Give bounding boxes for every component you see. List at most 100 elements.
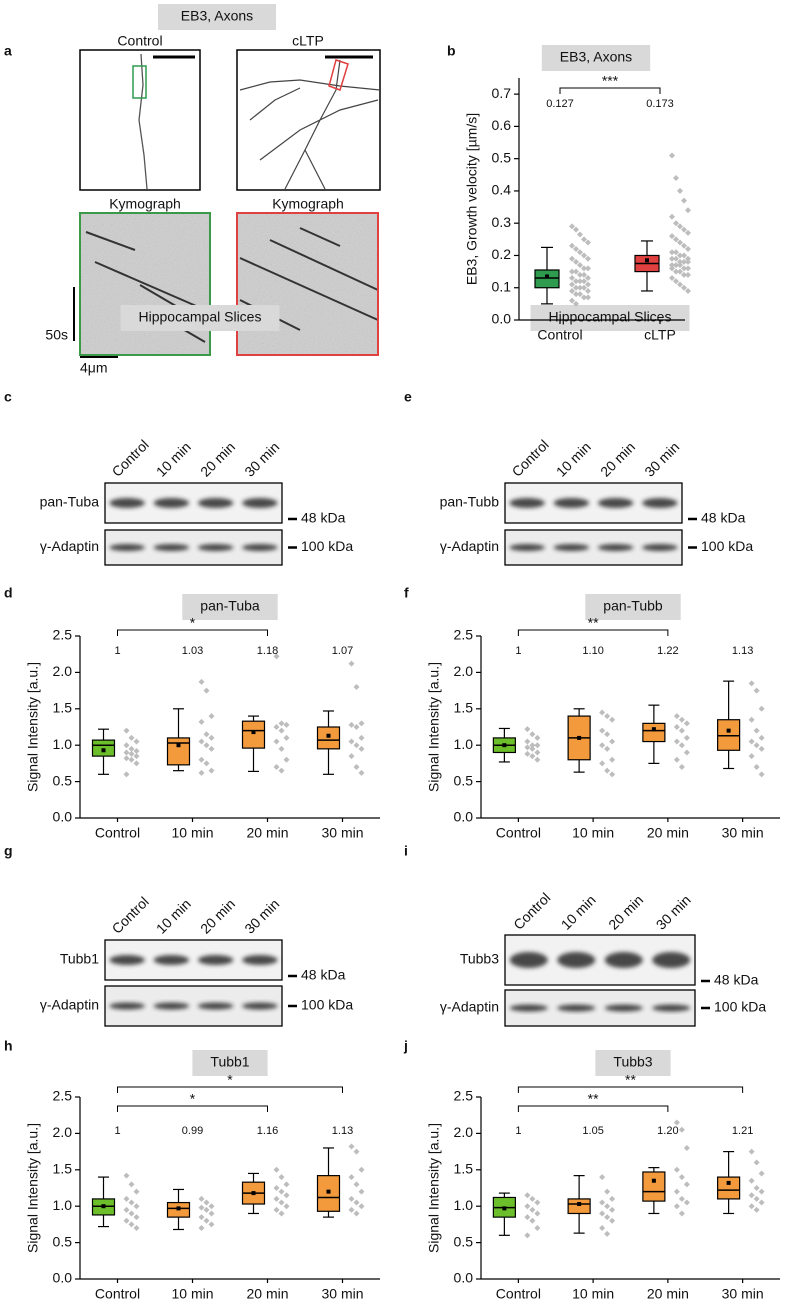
data-point [681,226,687,233]
blot-band [642,544,678,551]
data-point [273,1195,280,1202]
y-tick-label: 0.2 [492,246,512,262]
significance-bracket [517,1105,669,1112]
y-tick-label: 0.5 [492,149,512,165]
data-point [748,716,755,723]
data-point [599,709,606,716]
data-point [604,1230,611,1237]
y-tick-label: 0.0 [454,809,474,825]
panel-letter: d [4,585,13,601]
data-point [208,1210,215,1217]
data-point [198,756,205,763]
data-point [577,291,583,298]
mean [651,727,656,732]
blot-band [509,1004,548,1012]
roi-box [132,65,147,99]
data-point [524,1192,531,1199]
data-point [681,284,687,291]
data-point [673,255,679,262]
kymograph-noise [237,213,378,355]
significance-bracket [517,629,669,636]
data-point [278,720,285,727]
blot-band [652,1004,691,1012]
blot-band [242,955,278,965]
lane-label: 10 min [153,439,194,480]
data-point [577,284,583,291]
y-tick-label: 1.0 [454,1197,474,1213]
data-point [753,1195,760,1202]
data-point [278,767,285,774]
header-box [541,45,651,71]
row-label: pan-Tubb [440,494,500,510]
blot-frame [104,985,283,1027]
data-point [604,767,611,774]
data-point [273,738,280,745]
blot-band [553,544,590,551]
data-point [348,1174,355,1181]
y-tick-label: 0.0 [53,1270,73,1286]
data-point [683,749,690,756]
data-point [203,1206,210,1213]
data-point [569,287,575,294]
data-point [198,718,205,725]
significance-label: *** [602,73,619,89]
panel-letter: e [404,389,412,405]
mean [577,735,582,740]
group-label: 0.127 [546,98,574,110]
data-point [677,187,683,194]
blot-frame [504,934,696,986]
data-point [678,1126,685,1133]
data-point [609,756,616,763]
data-point [273,1166,280,1173]
data-point [748,753,755,760]
data-point [685,265,691,272]
box [316,726,341,750]
data-point [677,223,683,230]
data-point [758,1170,765,1177]
data-point [685,258,691,265]
group-label: 1.05 [582,1125,603,1137]
data-point [198,769,205,776]
data-point [677,262,683,269]
y-tick-label: 1.5 [454,700,474,716]
scale-label: 4μm [80,360,108,376]
x-tick-label: 10 min [572,825,614,841]
data-point [683,1181,690,1188]
data-point [581,265,587,272]
lane-label: 10 min [153,896,194,937]
data-point [573,278,579,285]
data-point [681,197,687,204]
data-point [358,1203,365,1210]
data-point [758,1199,765,1206]
y-axis-label: Signal Intensity [a.u.] [426,1123,442,1253]
data-point [128,1181,135,1188]
blot-band [553,498,590,508]
x-tick-label: Control [537,327,582,343]
panel-header: Tubb1 [210,1054,249,1070]
data-point [748,680,755,687]
data-point [534,756,541,763]
panel-letter: f [404,585,409,601]
mean [251,1191,256,1196]
y-tick-label: 1.5 [454,1161,474,1177]
data-point [534,749,541,756]
marker-label: 48 kDa [301,967,346,983]
group-label: 1.20 [657,1125,678,1137]
data-point [681,242,687,249]
data-point [577,231,583,238]
box [642,722,666,743]
lane-label: 10 min [553,439,594,480]
y-tick-label: 0.0 [454,1270,474,1286]
data-point [123,749,130,756]
mean [101,1204,106,1209]
data-point [348,1195,355,1202]
panel-letter: a [4,43,12,59]
header-box [192,1050,268,1076]
data-point [524,750,531,757]
y-tick-label: 0.0 [53,809,73,825]
blot-band [197,544,234,551]
data-point [748,738,755,745]
data-point [133,760,140,767]
data-point [348,753,355,760]
mean [101,748,106,753]
